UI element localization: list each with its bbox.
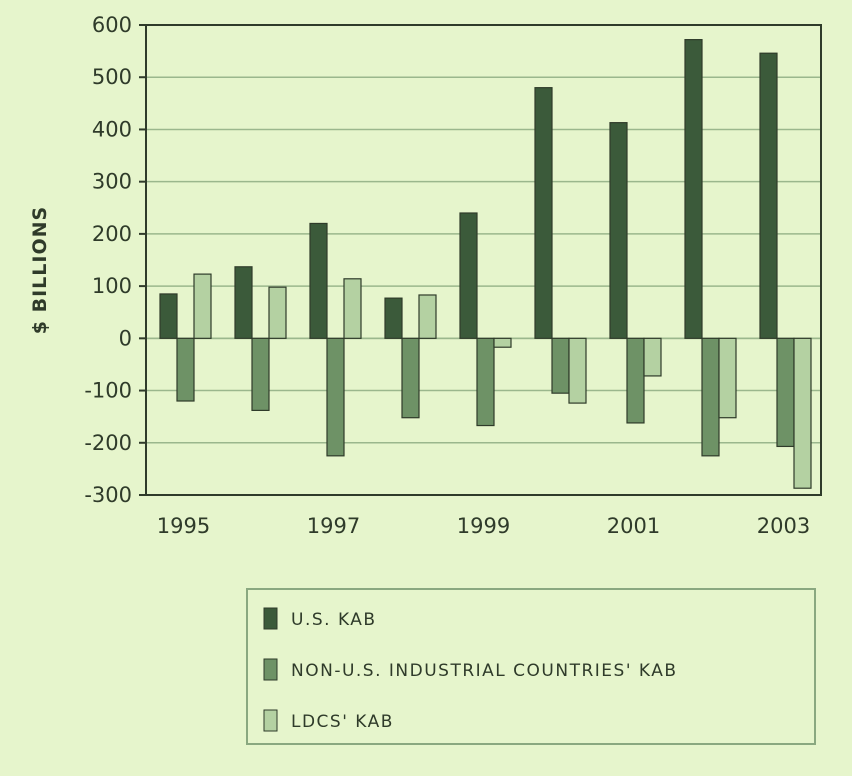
legend-frame: [246, 588, 816, 745]
bar-non-us-industrial-kab-2000: [551, 337, 570, 394]
bar-ldcs-kab-1999: [493, 337, 512, 348]
plot-frame: [145, 24, 822, 496]
y-axis-label: $ BILLIONS: [29, 206, 51, 334]
bar-ldcs-kab-2003: [793, 337, 812, 489]
bar-ldcs-kab-2001: [643, 337, 662, 377]
x-tick-label: 1997: [307, 514, 360, 538]
bar-ldcs-kab-1996: [268, 286, 287, 339]
y-tick-label: -200: [84, 431, 132, 455]
y-tick-label: 600: [92, 13, 132, 37]
y-tick-label: 500: [92, 65, 132, 89]
bar-ldcs-kab-2002: [718, 337, 737, 419]
bar-non-us-industrial-kab-1997: [326, 337, 345, 457]
bar-us-kab-1996: [234, 266, 253, 339]
bar-non-us-industrial-kab-1999: [476, 337, 495, 427]
bar-non-us-industrial-kab-1998: [401, 337, 420, 419]
bar-non-us-industrial-kab-2002: [701, 337, 720, 457]
y-tick-label: 400: [92, 117, 132, 141]
bar-ldcs-kab-2000: [568, 337, 587, 404]
legend-label: LDCS' KAB: [291, 712, 394, 732]
y-tick-label: 200: [92, 222, 132, 246]
legend: U.S. KAB NON-U.S. INDUSTRIAL COUNTRIES' K…: [246, 588, 816, 745]
bar-non-us-industrial-kab-1995: [176, 337, 195, 402]
bar-us-kab-1999: [459, 212, 478, 339]
bars-layer: [159, 39, 812, 489]
legend-swatch: [263, 709, 278, 732]
bar-us-kab-2001: [609, 122, 628, 339]
y-tick-label: 300: [92, 170, 132, 194]
x-tick-label: 1995: [157, 514, 210, 538]
legend-label: U.S. KAB: [291, 610, 377, 630]
x-axis-ticks: 1995 1997 1999 2001 2003: [157, 514, 810, 538]
bar-us-kab-2000: [534, 87, 553, 339]
y-tick-label: -100: [84, 379, 132, 403]
y-tick-label: 0: [119, 326, 132, 350]
legend-label: NON-U.S. INDUSTRIAL COUNTRIES' KAB: [291, 661, 678, 681]
bar-ldcs-kab-1998: [418, 294, 437, 339]
x-tick-label: 2001: [607, 514, 660, 538]
bar-us-kab-1995: [159, 293, 178, 339]
y-tick-label: 100: [92, 274, 132, 298]
bar-non-us-industrial-kab-2001: [626, 337, 645, 424]
bar-us-kab-1997: [309, 222, 328, 339]
bar-us-kab-2002: [684, 39, 703, 339]
bar-us-kab-1998: [384, 297, 403, 339]
x-tick-label: 1999: [457, 514, 510, 538]
legend-items: U.S. KAB NON-U.S. INDUSTRIAL COUNTRIES' K…: [263, 607, 678, 732]
bar-non-us-industrial-kab-2003: [776, 337, 795, 448]
y-axis-ticks: 600 500 400 300 200 100 0 -100 -200 -300: [84, 13, 146, 507]
bar-us-kab-2003: [759, 52, 778, 339]
y-tick-label: -300: [84, 483, 132, 507]
legend-swatch: [263, 607, 278, 630]
x-tick-label: 2003: [757, 514, 810, 538]
bar-ldcs-kab-1997: [343, 278, 362, 339]
bar-ldcs-kab-1995: [193, 273, 212, 339]
bar-non-us-industrial-kab-1996: [251, 337, 270, 412]
legend-swatch: [263, 658, 278, 681]
